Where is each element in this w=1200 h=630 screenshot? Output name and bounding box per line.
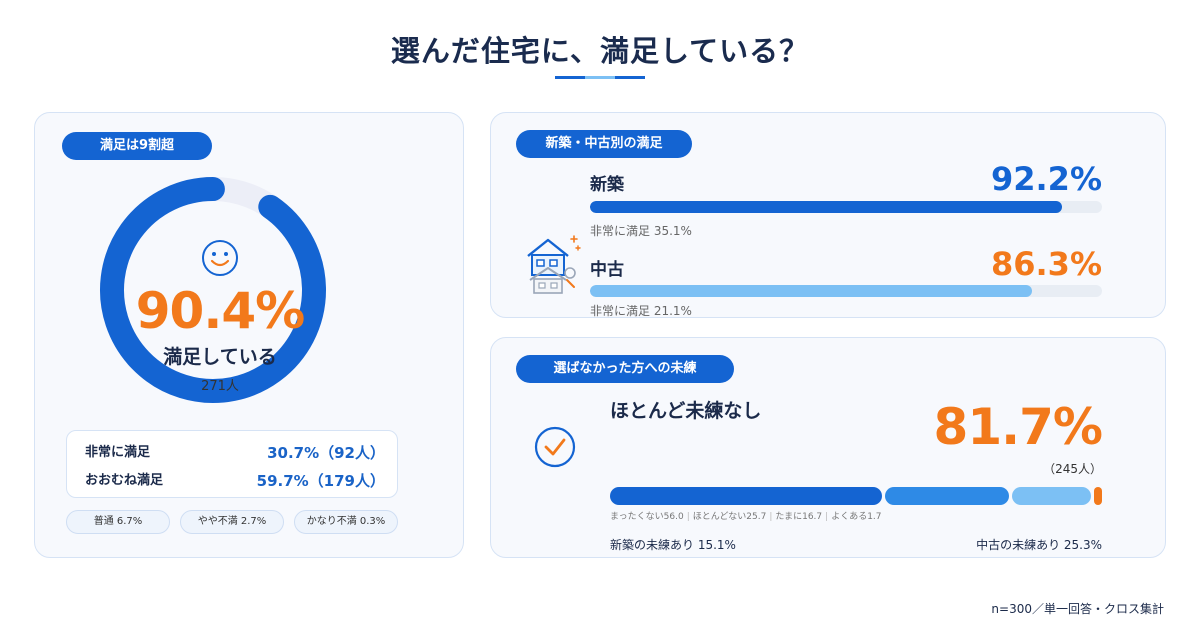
title-underline (555, 76, 645, 79)
breakdown-value: 59.7%（179人） (256, 472, 385, 490)
page-title: 選んだ住宅に、満足している？ (390, 34, 810, 68)
satisfaction-breakdown: 非常に満足 30.7%（92人） おおむね満足 59.7%（179人） (66, 430, 398, 498)
regret-segment (1011, 487, 1091, 505)
new-build-percent: 92.2% (990, 160, 1102, 198)
satisfaction-donut (98, 175, 328, 405)
house-icon (527, 235, 581, 294)
regret-headline: ほとんど未練なし (610, 400, 762, 422)
used-label: 中古 (590, 260, 624, 280)
new-build-bar (590, 201, 1063, 213)
satisfaction-percent: 90.4% (135, 282, 305, 340)
new-vs-used-pill: 新築・中古別の満足 (516, 130, 692, 158)
used-bar (590, 285, 1032, 297)
segment-label: まったくない56.0 (610, 512, 684, 522)
breakdown-label: おおむね満足 (85, 473, 164, 488)
new-build-note: 非常に満足 35.1% (590, 224, 692, 238)
breakdown-row: おおむね満足 59.7%（179人） (85, 469, 385, 493)
satisfaction-pill: 満足は9割超 (62, 132, 212, 160)
used-percent: 86.3% (990, 245, 1102, 283)
regret-segment-labels: まったくない56.0 | ほとんどない25.7 | たまに16.7 | よくある1.7 (610, 512, 882, 522)
new-build-label: 新築 (590, 175, 624, 195)
segment-label: たまに16.7 (775, 512, 823, 522)
chip-very-dissatisfied: かなり不満 0.3% (294, 510, 398, 534)
regret-percent: 81.7% (933, 398, 1103, 456)
segment-label: よくある1.7 (831, 512, 882, 522)
regret-used-footnote: 中古の未練あり 25.3% (976, 538, 1102, 552)
smile-icon (202, 240, 238, 276)
satisfaction-count: 271人 (201, 379, 239, 394)
regret-pill: 選ばなかった方への未練 (516, 355, 734, 383)
breakdown-row: 非常に満足 30.7%（92人） (85, 441, 385, 465)
donut-satisfied-arc (100, 177, 326, 403)
chip-somewhat-dissatisfied: やや不満 2.7% (180, 510, 284, 534)
regret-segment (885, 487, 1009, 505)
regret-count: （245人） (1043, 462, 1102, 476)
regret-segment (1093, 487, 1102, 505)
check-circle-icon (534, 426, 576, 468)
chip-average: 普通 6.7% (66, 510, 170, 534)
used-track (590, 285, 1102, 297)
regret-stacked-bar (610, 487, 1102, 505)
segment-label: ほとんどない25.7 (692, 512, 767, 522)
breakdown-value: 30.7%（92人） (267, 444, 385, 462)
source-note: n=300／単一回答・クロス集計 (991, 602, 1164, 616)
regret-new-footnote: 新築の未練あり 15.1% (610, 538, 736, 552)
used-note: 非常に満足 21.1% (590, 304, 692, 318)
breakdown-label: 非常に満足 (85, 445, 151, 460)
regret-segment (610, 487, 883, 505)
new-build-track (590, 201, 1102, 213)
satisfaction-label: 満足している (163, 346, 277, 368)
